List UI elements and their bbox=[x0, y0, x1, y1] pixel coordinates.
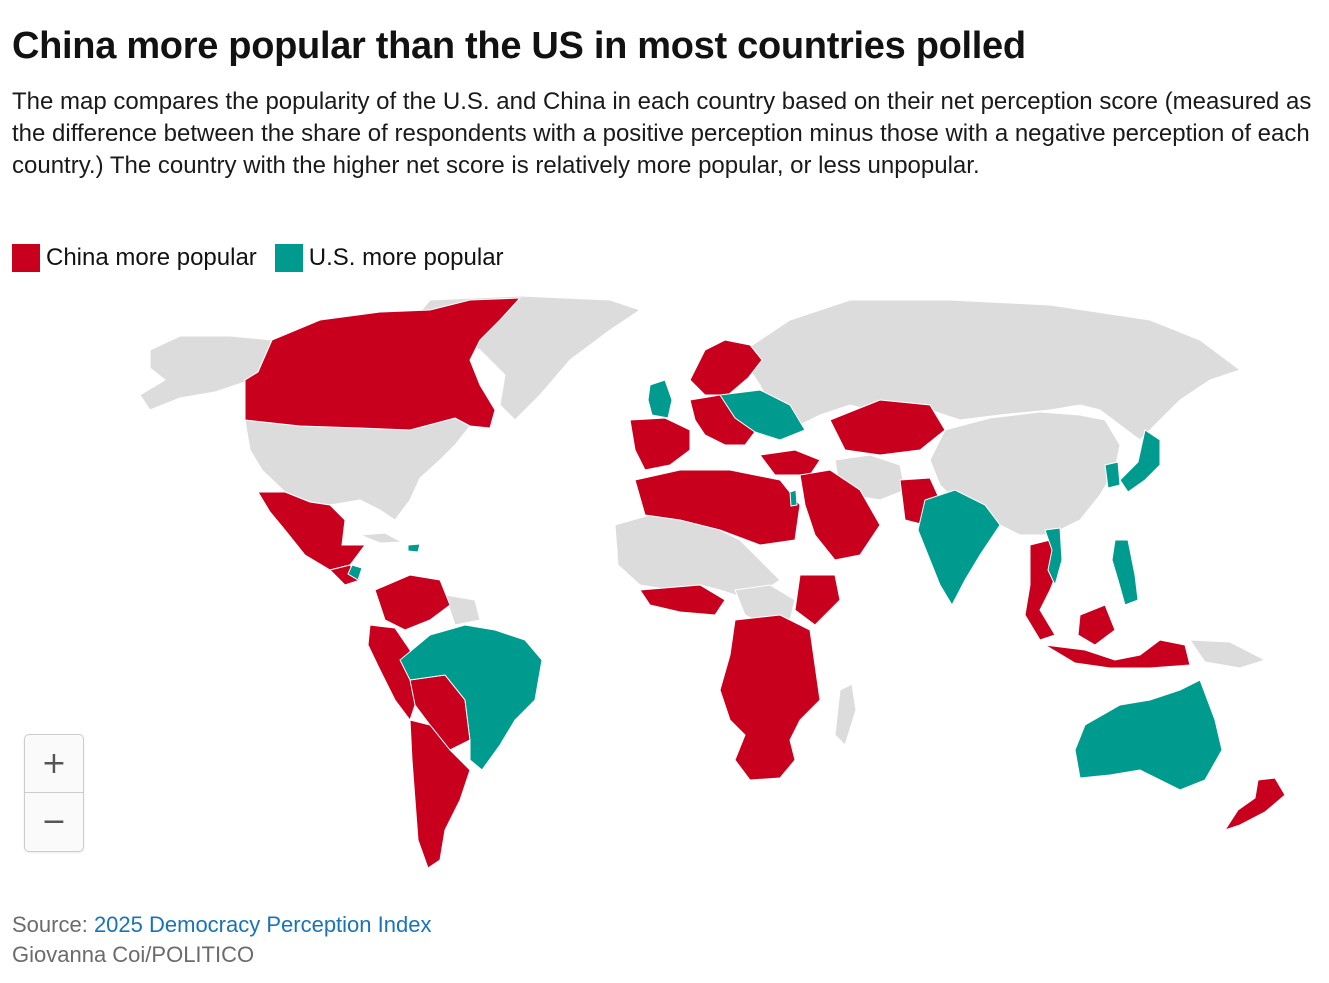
suriname-guyana[interactable] bbox=[444, 594, 481, 626]
brazil[interactable] bbox=[399, 624, 543, 771]
source-link[interactable]: 2025 Democracy Perception Index bbox=[93, 912, 432, 937]
zoom-in-button[interactable]: + bbox=[41, 746, 67, 781]
philippines[interactable] bbox=[1111, 539, 1139, 606]
source-line: Source: 2025 Democracy Perception Index bbox=[12, 910, 431, 940]
turkey[interactable] bbox=[759, 449, 821, 476]
legend-item-us: U.S. more popular bbox=[274, 244, 504, 272]
cuba[interactable] bbox=[359, 532, 404, 544]
madagascar[interactable] bbox=[834, 683, 857, 746]
zoom-control: + − bbox=[24, 734, 84, 852]
india[interactable] bbox=[917, 489, 1001, 607]
ireland-france-spain[interactable] bbox=[629, 417, 691, 471]
legend-label-china: China more popular bbox=[46, 244, 257, 271]
chart-title: China more popular than the US in most c… bbox=[12, 25, 1026, 67]
israel[interactable] bbox=[789, 489, 798, 507]
chart-subtitle: The map compares the popularity of the U… bbox=[12, 88, 1312, 179]
dominican-republic[interactable] bbox=[407, 543, 421, 553]
china-more-popular-countries bbox=[244, 297, 1286, 869]
panama-caribbean[interactable] bbox=[347, 564, 363, 581]
indonesia[interactable] bbox=[1044, 639, 1191, 669]
mexico[interactable] bbox=[257, 491, 366, 571]
poland-ukraine[interactable] bbox=[719, 389, 806, 441]
zoom-out-button[interactable]: − bbox=[25, 792, 83, 850]
north-africa[interactable] bbox=[634, 469, 801, 546]
legend-swatch-us bbox=[274, 244, 303, 272]
east-africa[interactable] bbox=[794, 574, 841, 626]
canada[interactable] bbox=[244, 297, 522, 431]
legend-item-china: China more popular bbox=[12, 244, 257, 272]
middle-east[interactable] bbox=[799, 469, 881, 561]
credit-line: Giovanna Coi/POLITICO bbox=[12, 942, 255, 967]
vietnam[interactable] bbox=[1044, 527, 1063, 587]
legend-label-us: U.S. more popular bbox=[308, 244, 504, 271]
new-zealand[interactable] bbox=[1223, 777, 1286, 831]
united-kingdom[interactable] bbox=[647, 379, 673, 419]
world-map[interactable] bbox=[0, 290, 1329, 880]
source-prefix: Source: bbox=[12, 912, 94, 937]
west-africa[interactable] bbox=[639, 584, 726, 616]
alaska[interactable] bbox=[139, 335, 273, 411]
legend-swatch-china bbox=[12, 244, 40, 272]
legend: China more popular U.S. more popular bbox=[12, 244, 522, 272]
australia[interactable] bbox=[1074, 679, 1223, 791]
papua[interactable] bbox=[1189, 639, 1267, 669]
colombia-venezuela[interactable] bbox=[374, 574, 451, 631]
korea[interactable] bbox=[1104, 461, 1121, 489]
kazakhstan[interactable] bbox=[829, 399, 946, 456]
central-southern-africa[interactable] bbox=[719, 614, 821, 781]
borneo-sulawesi[interactable] bbox=[1077, 604, 1116, 646]
chile-argentina[interactable] bbox=[409, 719, 471, 869]
footer: Source: 2025 Democracy Perception Index … bbox=[12, 910, 431, 970]
us-more-popular-countries bbox=[347, 379, 1223, 791]
scandinavia[interactable] bbox=[689, 339, 763, 396]
japan-korea[interactable] bbox=[1119, 429, 1161, 493]
